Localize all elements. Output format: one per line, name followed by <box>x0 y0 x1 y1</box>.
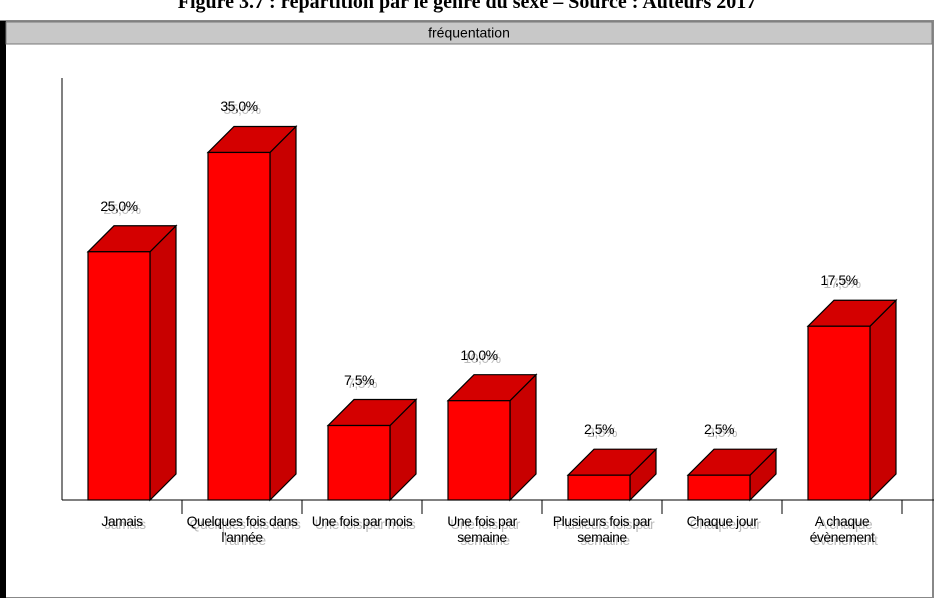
bar <box>806 298 898 502</box>
x-tick-label: Une fois par semaine <box>447 513 517 545</box>
bar <box>206 125 298 502</box>
x-tick-label: Une fois par mois <box>311 513 413 529</box>
bar-front <box>687 474 751 501</box>
bar-front <box>567 474 631 501</box>
x-tick-label: Chaque jour <box>686 513 758 529</box>
bar-front <box>327 424 391 501</box>
bar <box>86 224 178 502</box>
bar-front <box>447 400 511 501</box>
bar-front <box>87 251 151 501</box>
caption: Figure 3.7 : répartition par le genre du… <box>177 0 757 13</box>
left-border <box>0 21 6 598</box>
bar-front <box>807 325 871 501</box>
bar-side <box>149 224 177 502</box>
bar <box>566 447 658 502</box>
value-label: 25,0% <box>100 197 138 214</box>
x-tick-label: A chaque évènement <box>809 513 875 545</box>
bar-side <box>269 125 297 502</box>
bar <box>686 447 778 502</box>
value-label: 2,5% <box>704 421 734 438</box>
header-bar <box>5 21 933 45</box>
bar <box>326 398 418 502</box>
value-label: 7,5% <box>344 371 374 388</box>
bar-front <box>207 151 271 501</box>
value-label: 10,0% <box>460 346 498 363</box>
value-label: 17,5% <box>820 272 858 289</box>
bar-side <box>869 298 897 502</box>
bar <box>446 373 538 502</box>
x-tick-label: Plusieurs fois par semaine <box>552 513 652 545</box>
x-tick-label: Quelques fois dans l'année <box>186 513 298 545</box>
x-tick-label: Jamais <box>101 513 143 529</box>
chart-title: fréquentation <box>428 25 510 41</box>
value-label: 35,0% <box>220 98 258 115</box>
value-label: 2,5% <box>584 421 614 438</box>
